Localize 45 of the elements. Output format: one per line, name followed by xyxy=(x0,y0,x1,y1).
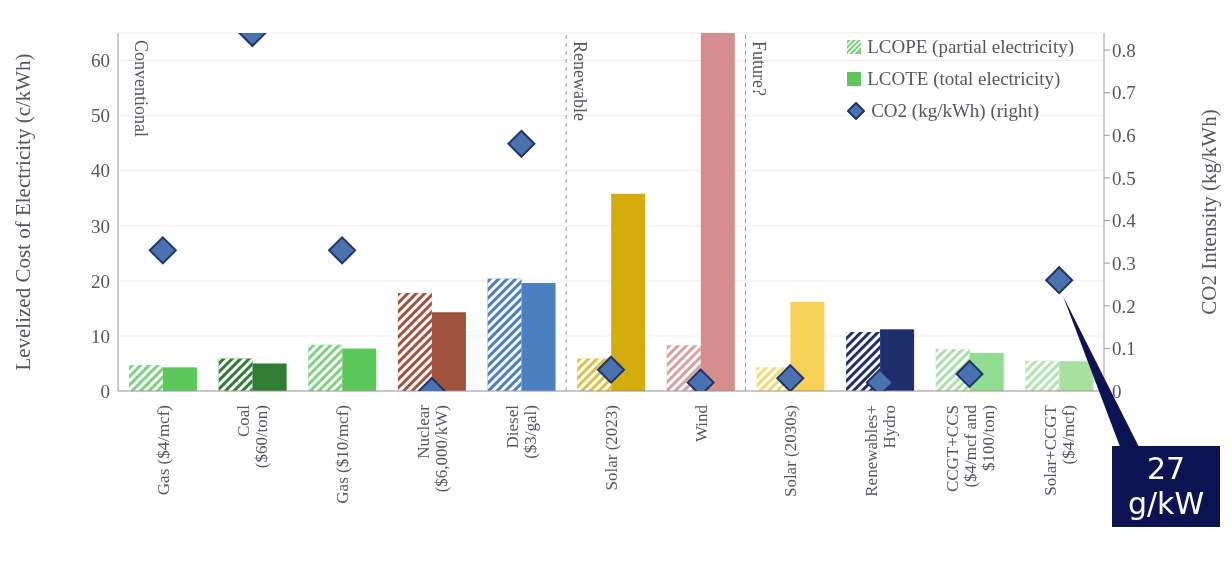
x-tick-label: Wind xyxy=(691,404,711,443)
annotation: Future? xyxy=(749,41,770,96)
y2-tick-label: 0.1 xyxy=(1112,338,1136,360)
x-tick-label: Diesel ($3/gal) xyxy=(503,404,541,459)
legend-label: LCOPE (partial electricity) xyxy=(867,36,1074,58)
y2-tick-label: 0.4 xyxy=(1112,210,1137,232)
y2-tick-label: 0.6 xyxy=(1112,125,1136,147)
y2-tick-label: 0.2 xyxy=(1112,295,1136,317)
y2-tick-label: 0.8 xyxy=(1112,39,1136,61)
annotation: Conventional xyxy=(130,40,151,137)
y2-tick-label: 0.5 xyxy=(1112,167,1136,189)
x-tick-label: Solar (2023) xyxy=(602,405,621,491)
y-tick-label: 50 xyxy=(91,105,110,127)
x-tick-label: Gas ($10/mcf) xyxy=(333,405,353,504)
y-tick-label: 30 xyxy=(91,215,110,237)
bar xyxy=(342,348,377,391)
y-tick-label: 0 xyxy=(100,380,110,402)
bar xyxy=(252,363,287,391)
y-tick-label: 60 xyxy=(91,50,110,72)
x-tick-label: Gas ($4/mcf) xyxy=(153,405,173,496)
x-tick-label: Coal ($60/ton) xyxy=(234,404,272,469)
x-tick-label: Solar (2030s) xyxy=(781,405,801,498)
legend-label: CO2 (kg/kWh) (right) xyxy=(871,100,1039,122)
bar xyxy=(700,33,735,391)
bar xyxy=(163,367,197,391)
y-tick-label: 10 xyxy=(91,325,110,347)
annotation: Renewable xyxy=(570,41,591,121)
x-tick-label: Solar+CCGT ($4/mcf) xyxy=(1041,404,1079,496)
x-tick-label: CCGT+CCS ($4/mcf and $100/ton) xyxy=(942,404,998,493)
y-tick-label: 40 xyxy=(91,160,110,182)
bar xyxy=(1059,361,1094,391)
bar xyxy=(431,312,466,391)
y-tick-label: 20 xyxy=(91,270,110,292)
y-axis-title: Levelized Cost of Electricity (c/kWh) xyxy=(11,53,36,371)
legend-label: LCOTE (total electricity) xyxy=(867,68,1061,90)
text: 27 g/kW xyxy=(1112,446,1220,527)
x-tick-label: Nuclear ($6,000/kW) xyxy=(413,404,451,493)
y2-tick-label: 0 xyxy=(1112,380,1122,402)
y2-axis-title: CO2 Intensity (kg/kWh) xyxy=(1197,109,1222,315)
bar xyxy=(611,193,646,391)
bar xyxy=(790,301,825,391)
x-tick-label: Renewables+ Hydro xyxy=(861,405,899,497)
bar xyxy=(521,283,556,391)
y2-tick-label: 0.7 xyxy=(1112,82,1136,104)
y2-tick-label: 0.3 xyxy=(1112,252,1136,274)
